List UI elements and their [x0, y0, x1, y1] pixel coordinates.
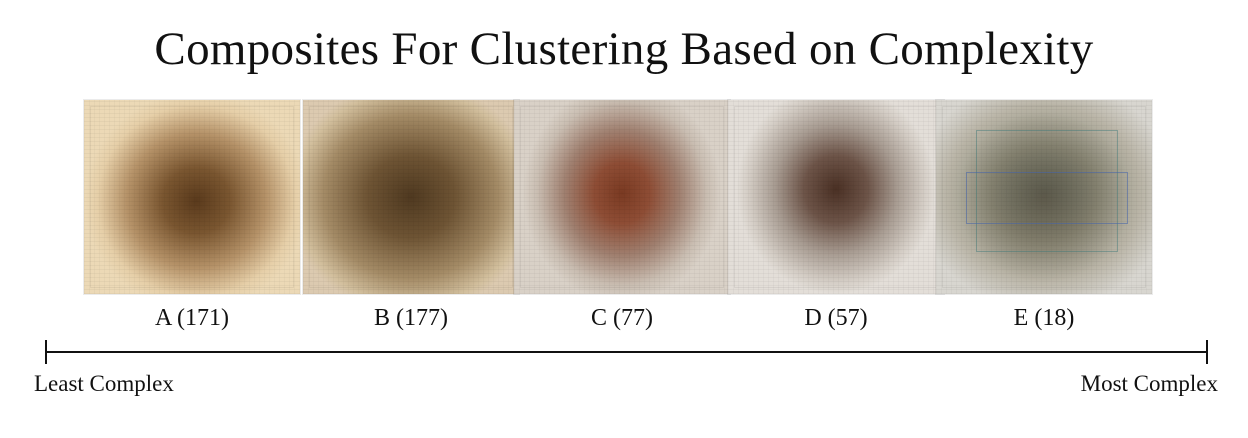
most-complex-label: Most Complex — [1081, 371, 1218, 397]
axis-left-tick — [45, 340, 47, 364]
composite-image-e — [936, 100, 1152, 294]
cluster-caption-d: D (57) — [728, 305, 944, 332]
composite-image-b — [303, 100, 519, 294]
composite-image-d — [728, 100, 944, 294]
complexity-axis-line — [46, 351, 1208, 353]
composite-image-c — [514, 100, 730, 294]
page-title: Composites For Clustering Based on Compl… — [0, 22, 1248, 76]
cluster-caption-c: C (77) — [514, 305, 730, 332]
composite-image-a — [84, 100, 300, 294]
least-complex-label: Least Complex — [34, 371, 174, 397]
cluster-caption-e: E (18) — [936, 305, 1152, 332]
axis-right-tick — [1206, 340, 1208, 364]
cluster-caption-a: A (171) — [84, 305, 300, 332]
cluster-caption-b: B (177) — [303, 305, 519, 332]
